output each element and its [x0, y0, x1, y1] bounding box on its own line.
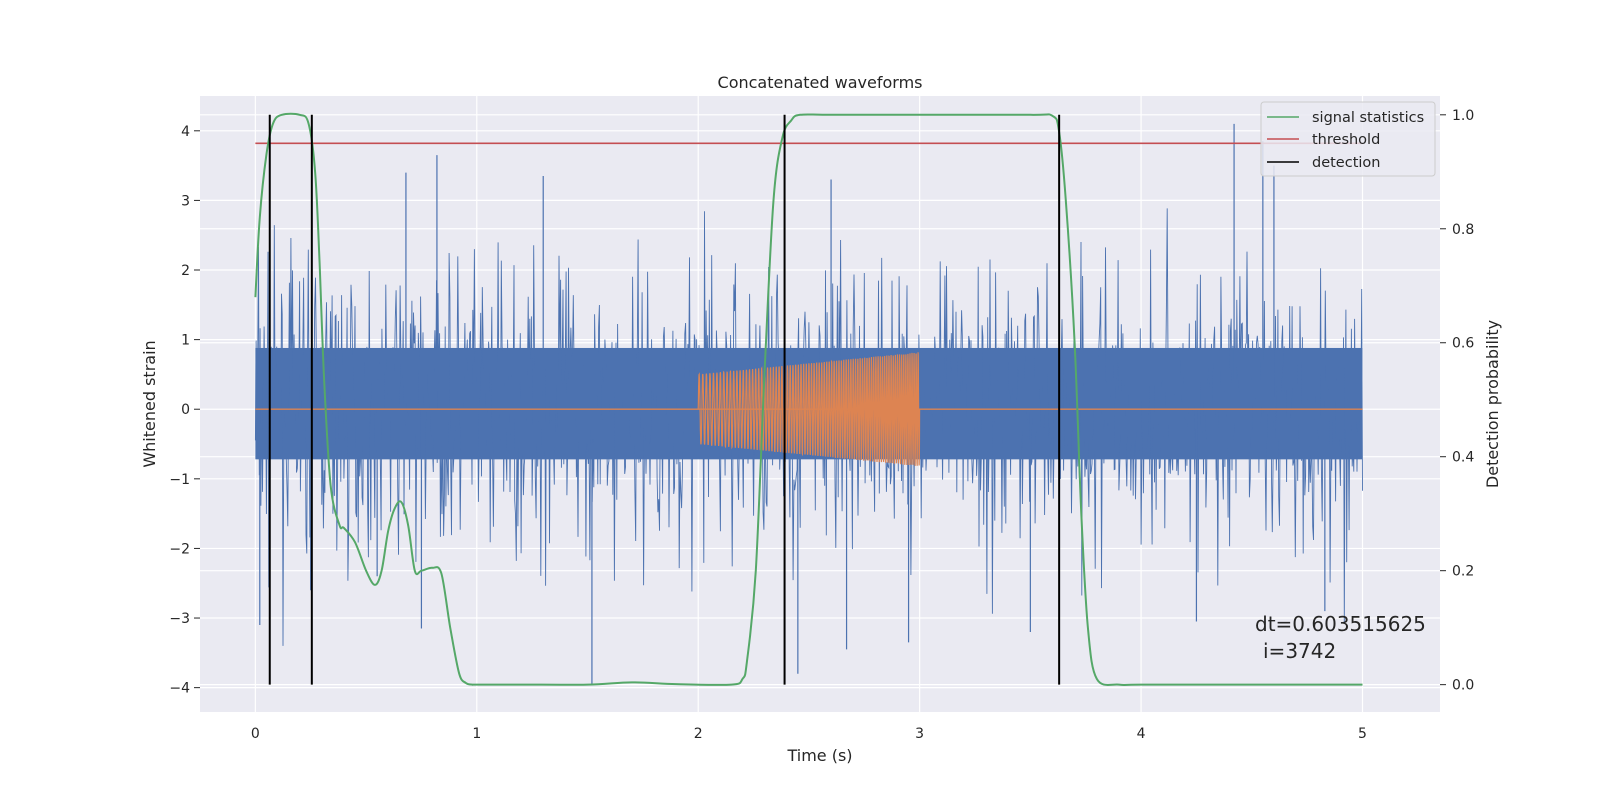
x-tick-label-3: 3 — [915, 726, 924, 742]
y-tick-label-2: 2 — [181, 263, 190, 279]
y-tick-label-6: −2 — [169, 541, 190, 557]
y2-axis-label: Detection probability — [1483, 320, 1502, 488]
y2-tick-label-4: 0.2 — [1452, 564, 1474, 580]
y-tick-label-0: 4 — [181, 124, 190, 140]
y-axis-label: Whitened strain — [140, 340, 159, 467]
y2-axis-ticks: 1.0 0.8 0.6 0.4 0.2 0.0 — [1440, 108, 1474, 694]
y-tick-label-3: 1 — [181, 333, 190, 349]
x-axis-label: Time (s) — [786, 746, 852, 765]
x-tick-label-0: 0 — [251, 726, 260, 742]
legend-label-signal-statistics: signal statistics — [1312, 110, 1424, 126]
noise-trace — [254, 208, 1363, 646]
legend-label-detection: detection — [1312, 155, 1380, 171]
y-tick-label-7: −3 — [169, 611, 190, 627]
annotation-dt: dt=0.603515625 — [1255, 612, 1426, 636]
x-tick-label-4: 4 — [1137, 726, 1146, 742]
y2-tick-label-0: 1.0 — [1452, 108, 1474, 124]
y-axis-ticks: 4 3 2 1 0 −1 −2 −3 −4 — [169, 124, 200, 697]
annotation-index: i=3742 — [1263, 639, 1336, 663]
injected-waveform — [255, 352, 1363, 466]
x-tick-label-2: 2 — [694, 726, 703, 742]
x-tick-label-1: 1 — [472, 726, 481, 742]
legend: signal statistics threshold detection — [1260, 101, 1436, 177]
signal-statistics-series — [254, 112, 1363, 687]
y-tick-label-8: −4 — [169, 681, 190, 697]
y-tick-label-5: −1 — [169, 472, 190, 488]
signal-statistics-line — [254, 112, 1363, 687]
x-tick-label-5: 5 — [1358, 726, 1367, 742]
legend-label-threshold: threshold — [1312, 132, 1380, 148]
detection-series — [268, 114, 1061, 685]
y2-tick-label-2: 0.6 — [1452, 336, 1474, 352]
y-tick-label-4: 0 — [181, 402, 190, 418]
y2-tick-label-5: 0.0 — [1452, 678, 1474, 694]
y2-tick-label-3: 0.4 — [1452, 450, 1474, 466]
x-axis-ticks: 0 1 2 3 4 5 — [251, 726, 1367, 742]
chart-title: Concatenated waveforms — [718, 73, 923, 92]
y-tick-label-1: 3 — [181, 193, 190, 209]
legend-box — [1260, 101, 1436, 177]
injection-trace — [697, 352, 921, 466]
y2-tick-label-1: 0.8 — [1452, 222, 1474, 238]
